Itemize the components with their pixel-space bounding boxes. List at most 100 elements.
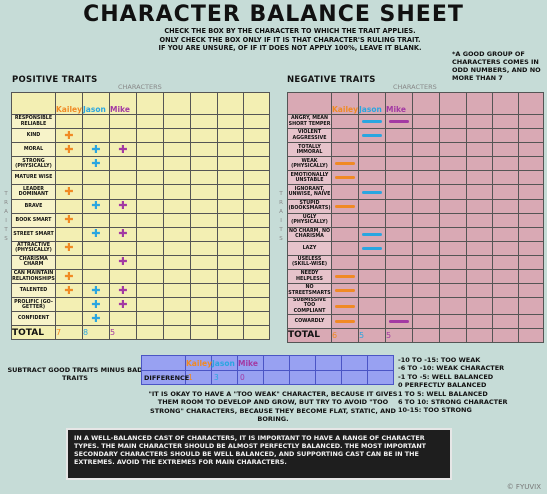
positive-trait-checkbox[interactable] <box>243 113 270 130</box>
positive-trait-checkbox[interactable]: ✚ <box>55 128 83 144</box>
negative-trait-checkbox[interactable] <box>385 113 413 130</box>
positive-trait-checkbox[interactable]: ✚ <box>109 254 137 271</box>
negative-trait-checkbox[interactable] <box>518 170 544 186</box>
positive-trait-checkbox[interactable] <box>190 283 218 299</box>
negative-trait-checkbox[interactable] <box>466 156 493 172</box>
negative-trait-checkbox[interactable] <box>331 198 359 214</box>
positive-trait-checkbox[interactable] <box>109 240 137 256</box>
positive-trait-checkbox[interactable] <box>190 170 218 186</box>
positive-trait-checkbox[interactable] <box>217 254 244 271</box>
positive-trait-checkbox[interactable]: ✚ <box>109 283 137 299</box>
positive-trait-checkbox[interactable]: ✚ <box>55 269 83 285</box>
positive-trait-checkbox[interactable] <box>190 198 218 214</box>
positive-trait-checkbox[interactable] <box>217 198 244 214</box>
positive-trait-checkbox[interactable] <box>217 297 244 313</box>
positive-trait-checkbox[interactable] <box>136 156 164 172</box>
positive-trait-checkbox[interactable]: ✚ <box>82 198 110 214</box>
difference-value-kailey[interactable]: 1 <box>185 370 212 385</box>
negative-trait-checkbox[interactable] <box>492 184 519 200</box>
positive-trait-checkbox[interactable] <box>55 170 83 186</box>
positive-trait-checkbox[interactable] <box>55 113 83 130</box>
negative-trait-checkbox[interactable] <box>439 313 467 329</box>
positive-trait-checkbox[interactable]: ✚ <box>82 142 110 158</box>
positive-total-empty[interactable] <box>217 325 244 341</box>
negative-trait-checkbox[interactable] <box>358 254 386 271</box>
negative-trait-checkbox[interactable] <box>439 297 467 315</box>
negative-trait-checkbox[interactable] <box>385 198 413 214</box>
difference-value-mike[interactable]: 0 <box>237 370 264 385</box>
positive-trait-checkbox[interactable] <box>82 170 110 186</box>
positive-trait-checkbox[interactable] <box>109 212 137 228</box>
negative-trait-checkbox[interactable] <box>439 113 467 130</box>
negative-trait-checkbox[interactable] <box>358 128 386 144</box>
positive-trait-checkbox[interactable] <box>243 297 270 313</box>
negative-trait-checkbox[interactable] <box>358 113 386 130</box>
negative-total-empty[interactable] <box>466 327 493 343</box>
positive-trait-checkbox[interactable]: ✚ <box>82 226 110 242</box>
negative-trait-checkbox[interactable] <box>412 269 440 285</box>
negative-trait-checkbox[interactable] <box>358 198 386 214</box>
negative-trait-checkbox[interactable] <box>492 226 519 242</box>
positive-trait-checkbox[interactable] <box>136 269 164 285</box>
negative-total-empty[interactable] <box>412 327 440 343</box>
negative-trait-checkbox[interactable] <box>358 184 386 200</box>
positive-trait-checkbox[interactable]: ✚ <box>109 226 137 242</box>
negative-trait-checkbox[interactable] <box>358 156 386 172</box>
positive-trait-checkbox[interactable] <box>163 156 191 172</box>
positive-trait-checkbox[interactable]: ✚ <box>82 311 110 327</box>
negative-trait-checkbox[interactable] <box>466 240 493 256</box>
positive-trait-checkbox[interactable]: ✚ <box>55 142 83 158</box>
positive-trait-checkbox[interactable] <box>136 311 164 327</box>
positive-trait-checkbox[interactable]: ✚ <box>55 184 83 200</box>
positive-trait-checkbox[interactable] <box>136 184 164 200</box>
negative-trait-checkbox[interactable] <box>439 240 467 256</box>
negative-total-kailey[interactable]: 6 <box>331 327 359 343</box>
negative-trait-checkbox[interactable] <box>439 128 467 144</box>
positive-trait-checkbox[interactable] <box>243 311 270 327</box>
negative-trait-checkbox[interactable] <box>385 283 413 299</box>
negative-trait-checkbox[interactable] <box>331 113 359 130</box>
negative-trait-checkbox[interactable] <box>492 283 519 299</box>
positive-total-jason[interactable]: 8 <box>82 325 110 341</box>
positive-trait-checkbox[interactable] <box>190 212 218 228</box>
positive-trait-checkbox[interactable] <box>243 184 270 200</box>
positive-trait-checkbox[interactable] <box>82 269 110 285</box>
negative-trait-checkbox[interactable] <box>439 269 467 285</box>
negative-trait-checkbox[interactable] <box>492 212 519 228</box>
positive-trait-checkbox[interactable] <box>55 311 83 327</box>
positive-trait-checkbox[interactable]: ✚ <box>82 297 110 313</box>
positive-trait-checkbox[interactable] <box>109 156 137 172</box>
positive-trait-checkbox[interactable]: ✚ <box>109 142 137 158</box>
positive-trait-checkbox[interactable] <box>217 142 244 158</box>
negative-trait-checkbox[interactable] <box>412 184 440 200</box>
negative-trait-checkbox[interactable] <box>331 170 359 186</box>
positive-trait-checkbox[interactable] <box>243 254 270 271</box>
positive-trait-checkbox[interactable] <box>163 283 191 299</box>
negative-trait-checkbox[interactable] <box>466 297 493 315</box>
negative-trait-checkbox[interactable] <box>385 128 413 144</box>
negative-trait-checkbox[interactable] <box>518 240 544 256</box>
negative-trait-checkbox[interactable] <box>358 269 386 285</box>
negative-trait-checkbox[interactable] <box>385 269 413 285</box>
positive-trait-checkbox[interactable] <box>109 311 137 327</box>
positive-trait-checkbox[interactable] <box>243 212 270 228</box>
negative-trait-checkbox[interactable] <box>466 269 493 285</box>
negative-trait-checkbox[interactable] <box>518 297 544 315</box>
negative-trait-checkbox[interactable] <box>466 212 493 228</box>
positive-trait-checkbox[interactable] <box>243 128 270 144</box>
negative-total-empty[interactable] <box>439 327 467 343</box>
negative-trait-checkbox[interactable] <box>331 156 359 172</box>
positive-trait-checkbox[interactable] <box>217 184 244 200</box>
positive-trait-checkbox[interactable]: ✚ <box>82 156 110 172</box>
negative-trait-checkbox[interactable] <box>412 156 440 172</box>
positive-trait-checkbox[interactable] <box>190 226 218 242</box>
negative-trait-checkbox[interactable] <box>439 184 467 200</box>
negative-total-empty[interactable] <box>518 327 544 343</box>
positive-trait-checkbox[interactable] <box>217 226 244 242</box>
positive-trait-checkbox[interactable] <box>82 113 110 130</box>
positive-trait-checkbox[interactable] <box>136 170 164 186</box>
positive-trait-checkbox[interactable] <box>163 254 191 271</box>
negative-trait-checkbox[interactable] <box>412 198 440 214</box>
negative-trait-checkbox[interactable] <box>385 212 413 228</box>
positive-trait-checkbox[interactable] <box>55 297 83 313</box>
